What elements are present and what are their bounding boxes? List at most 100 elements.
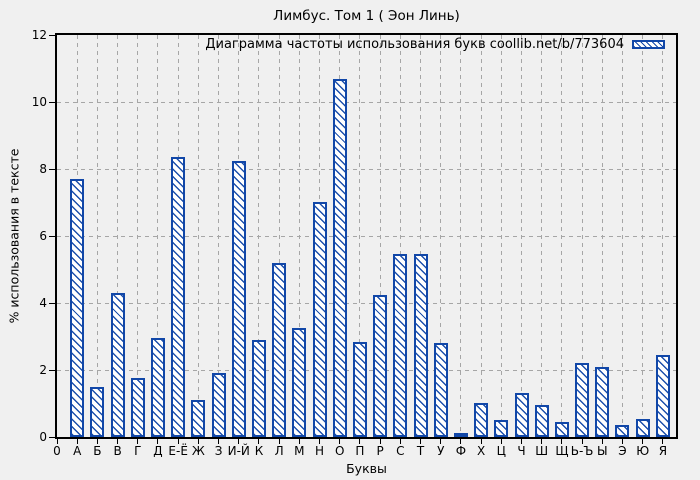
x-axis-tick bbox=[399, 439, 401, 444]
x-tick-label: Т bbox=[416, 444, 425, 458]
x-tick-label: Д bbox=[153, 444, 163, 458]
bar-У bbox=[433, 343, 448, 437]
x-axis-tick bbox=[480, 439, 482, 444]
bar-М bbox=[292, 328, 307, 437]
grid-line-vertical bbox=[258, 35, 260, 437]
x-tick-label: Р bbox=[376, 444, 384, 458]
legend: Диаграмма частоты использования букв coo… bbox=[205, 36, 665, 52]
grid-line-vertical bbox=[298, 35, 300, 437]
x-tick-label: А bbox=[73, 444, 82, 458]
grid-line-vertical bbox=[541, 35, 543, 437]
x-axis-tick bbox=[601, 439, 603, 444]
bar-Ы bbox=[595, 367, 610, 437]
x-tick-label: И-Й bbox=[227, 444, 250, 458]
x-tick-label: Ц bbox=[496, 444, 506, 458]
y-axis-tick bbox=[49, 168, 55, 170]
x-tick-label: 0 bbox=[53, 444, 61, 458]
grid-line-vertical bbox=[117, 35, 119, 437]
bar-Х bbox=[474, 403, 489, 437]
x-tick-label: Э bbox=[618, 444, 627, 458]
bar-Ш bbox=[534, 405, 549, 437]
x-tick-label: Ш bbox=[535, 444, 549, 458]
bar-Ц bbox=[494, 420, 509, 437]
bar-Ю bbox=[635, 419, 650, 437]
x-axis-tick bbox=[157, 439, 159, 444]
x-tick-label: Ж bbox=[191, 444, 205, 458]
bar-Б bbox=[90, 387, 105, 437]
x-axis-tick bbox=[238, 439, 240, 444]
x-tick-label: Щ bbox=[555, 444, 569, 458]
x-axis-tick bbox=[278, 439, 280, 444]
grid-line-horizontal bbox=[57, 168, 676, 170]
grid-line-vertical bbox=[278, 35, 280, 437]
x-axis-tick bbox=[258, 439, 260, 444]
grid-line-vertical bbox=[601, 35, 603, 437]
grid-line-vertical bbox=[197, 35, 199, 437]
x-axis-tick bbox=[359, 439, 361, 444]
x-axis-tick bbox=[662, 439, 664, 444]
x-tick-label: Ф bbox=[455, 444, 467, 458]
x-tick-label: Ь-Ъ bbox=[570, 444, 594, 458]
bar-Э bbox=[615, 425, 630, 437]
y-tick-label: 0 bbox=[39, 430, 47, 444]
x-axis-tick bbox=[440, 439, 442, 444]
x-axis-label: Буквы bbox=[346, 461, 387, 476]
grid-line-vertical bbox=[500, 35, 502, 437]
x-axis-tick bbox=[298, 439, 300, 444]
x-axis-tick bbox=[339, 439, 341, 444]
x-axis-tick bbox=[420, 439, 422, 444]
grid-line-vertical bbox=[218, 35, 220, 437]
x-axis-tick bbox=[642, 439, 644, 444]
x-tick-label: Г bbox=[134, 444, 142, 458]
x-tick-label: Х bbox=[476, 444, 486, 458]
x-tick-label: С bbox=[396, 444, 405, 458]
grid-line-horizontal bbox=[57, 235, 676, 237]
x-tick-label: Ы bbox=[596, 444, 608, 458]
grid-line-vertical bbox=[642, 35, 644, 437]
bar-Ж bbox=[191, 400, 206, 437]
y-tick-label: 2 bbox=[39, 363, 47, 377]
x-tick-label: Ч bbox=[517, 444, 526, 458]
y-axis-tick bbox=[49, 235, 55, 237]
grid-line-vertical bbox=[96, 35, 98, 437]
bar-С bbox=[393, 254, 408, 437]
bar-Ф bbox=[453, 433, 468, 437]
x-axis-tick bbox=[561, 439, 563, 444]
y-tick-label: 10 bbox=[31, 95, 47, 109]
legend-swatch bbox=[632, 39, 665, 49]
grid-line-vertical bbox=[621, 35, 623, 437]
x-axis-tick bbox=[460, 439, 462, 444]
grid-line-vertical bbox=[521, 35, 522, 437]
grid-line-vertical bbox=[137, 35, 139, 437]
bar-Р bbox=[373, 295, 388, 437]
x-tick-label: О bbox=[335, 444, 345, 458]
bar-В bbox=[110, 293, 125, 437]
x-tick-label: Н bbox=[315, 444, 325, 458]
x-axis-tick bbox=[500, 439, 502, 444]
x-axis-tick bbox=[197, 439, 199, 444]
bar-З bbox=[211, 373, 226, 437]
x-axis-tick bbox=[117, 439, 119, 444]
x-axis-tick bbox=[319, 439, 321, 444]
grid-line-vertical bbox=[420, 35, 422, 437]
grid-line-horizontal bbox=[57, 101, 676, 103]
plot-area: Диаграмма частоты использования букв coo… bbox=[55, 33, 678, 439]
bar-Я bbox=[655, 355, 670, 437]
bar-Н bbox=[312, 202, 327, 437]
grid-line-horizontal bbox=[57, 302, 676, 304]
x-axis-tick bbox=[96, 439, 98, 444]
x-tick-label: В bbox=[113, 444, 122, 458]
y-axis-tick bbox=[49, 302, 55, 304]
x-axis-tick bbox=[379, 439, 381, 444]
bar-П bbox=[352, 342, 367, 437]
x-tick-label: К bbox=[254, 444, 264, 458]
x-axis-tick bbox=[541, 439, 543, 444]
x-axis-tick bbox=[521, 439, 522, 444]
grid-line-vertical bbox=[157, 35, 159, 437]
y-tick-label: 6 bbox=[39, 229, 47, 243]
bar-Ь-Ъ bbox=[575, 363, 590, 437]
bar-Л bbox=[272, 263, 287, 437]
grid-line-vertical bbox=[561, 35, 563, 437]
x-axis-tick bbox=[76, 439, 78, 444]
x-axis-tick bbox=[137, 439, 139, 444]
